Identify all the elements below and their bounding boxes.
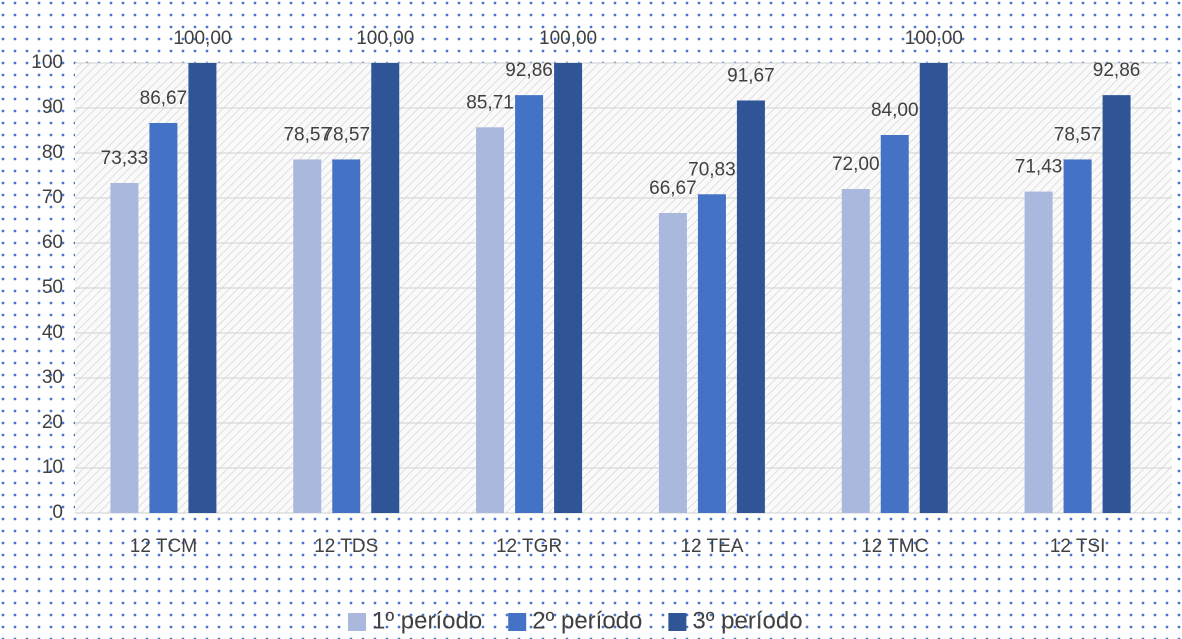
value-label: 100,00 <box>173 28 231 49</box>
value-label: 100,00 <box>905 28 963 49</box>
bar <box>371 63 400 513</box>
legend-text: 2º período <box>532 607 642 634</box>
bar <box>736 100 765 514</box>
bar <box>332 159 361 513</box>
bar <box>554 63 583 513</box>
value-label: 92,86 <box>505 60 553 81</box>
value-label: 66,67 <box>649 178 697 199</box>
bar <box>1024 191 1053 513</box>
value-label: 86,67 <box>140 88 188 109</box>
y-tick-label: 10 <box>42 457 63 478</box>
x-tick-label: 12 TMC <box>861 536 928 557</box>
legend-swatch <box>668 613 687 631</box>
bar <box>841 189 870 513</box>
legend-text: 1º período <box>372 607 482 634</box>
y-tick-label: 80 <box>42 142 63 163</box>
value-label: 70,83 <box>688 159 736 180</box>
bar <box>697 194 726 513</box>
y-tick-label: 40 <box>42 322 63 343</box>
bar <box>658 212 687 514</box>
value-label: 100,00 <box>539 28 597 49</box>
bar <box>515 95 544 513</box>
y-tick-label: 90 <box>42 97 63 118</box>
value-label: 78,57 <box>322 124 370 145</box>
y-tick-label: 60 <box>42 232 63 253</box>
y-tick-label: 50 <box>42 277 63 298</box>
x-tick-label: 12 TSI <box>1050 536 1106 557</box>
bar <box>880 135 909 513</box>
y-tick-label: 70 <box>42 187 63 208</box>
bar <box>1102 95 1131 513</box>
bar <box>149 122 178 514</box>
value-label: 78,57 <box>1054 124 1102 145</box>
value-label: 73,33 <box>101 148 149 169</box>
x-tick-label: 12 TEA <box>680 536 743 557</box>
value-label: 71,43 <box>1015 157 1063 178</box>
y-tick-label: 20 <box>42 412 63 433</box>
value-label: 92,86 <box>1093 60 1141 81</box>
legend-text: 3º período <box>692 607 802 634</box>
value-label: 72,00 <box>832 154 880 175</box>
value-label: 100,00 <box>356 28 414 49</box>
bar <box>919 63 948 513</box>
x-tick-label: 12 TDS <box>314 536 378 557</box>
legend-swatch <box>348 613 366 631</box>
y-tick-label: 100 <box>31 52 63 73</box>
bar <box>110 183 139 513</box>
legend-swatch <box>508 613 527 631</box>
x-tick-label: 12 TCM <box>130 536 197 557</box>
value-label: 84,00 <box>871 100 919 121</box>
bar <box>1063 159 1092 513</box>
x-tick-label: 12 TGR <box>496 536 562 557</box>
bar <box>476 127 505 514</box>
value-label: 91,67 <box>727 66 775 87</box>
y-tick-label: 0 <box>52 502 63 523</box>
bar <box>293 159 322 513</box>
value-label: 78,57 <box>283 124 331 145</box>
bar <box>188 63 217 513</box>
value-label: 85,71 <box>466 92 514 113</box>
y-tick-label: 30 <box>42 367 63 388</box>
